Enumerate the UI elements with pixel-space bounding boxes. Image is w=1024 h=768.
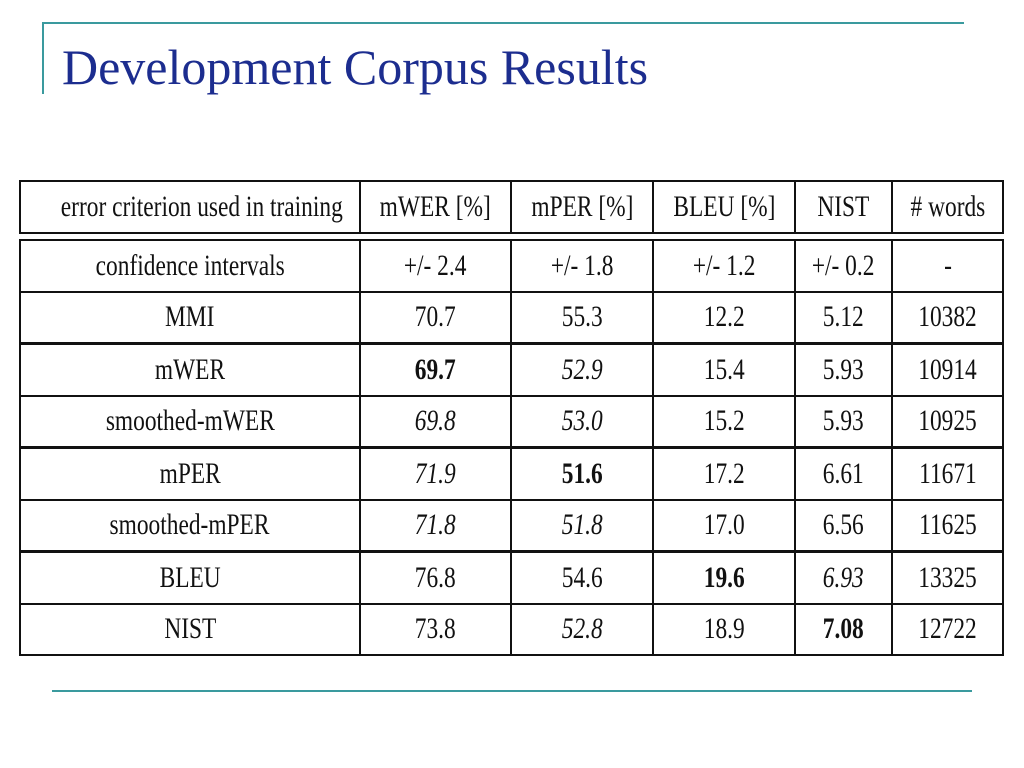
row-label-cell: mPER: [19, 446, 361, 501]
value-cell: +/- 0.2: [794, 239, 893, 293]
value-cell: 71.9: [359, 446, 512, 501]
value-cell: 17.0: [652, 498, 796, 553]
value-cell: 15.2: [652, 394, 796, 449]
value-cell: 15.4: [652, 342, 796, 397]
header-cell: NIST: [794, 180, 893, 234]
value-cell: 7.08: [794, 602, 893, 656]
value-cell: +/- 1.2: [652, 239, 796, 293]
table-row: mWER 69.7 52.9 15.4 5.93 10914: [19, 342, 1004, 397]
value-cell: 5.93: [794, 394, 893, 449]
top-rule: [42, 22, 964, 24]
table-row: NIST 73.8 52.8 18.9 7.08 12722: [19, 602, 1004, 656]
left-rule: [42, 22, 44, 94]
value-cell: 55.3: [510, 290, 654, 345]
value-cell: 73.8: [359, 602, 512, 656]
table-row: mPER 71.9 51.6 17.2 6.61 11671: [19, 446, 1004, 501]
value-cell: 5.93: [794, 342, 893, 397]
results-table-body: confidence intervals +/- 2.4 +/- 1.8 +/- 1.…: [19, 239, 1004, 656]
row-label-cell: confidence intervals: [19, 239, 361, 293]
value-cell: 17.2: [652, 446, 796, 501]
row-label-cell: smoothed-mWER: [19, 394, 361, 449]
row-label-cell: smoothed-mPER: [19, 498, 361, 553]
value-cell: 53.0: [510, 394, 654, 449]
value-cell: 19.6: [652, 550, 796, 605]
value-cell: +/- 2.4: [359, 239, 512, 293]
value-cell: 52.8: [510, 602, 654, 656]
value-cell: 18.9: [652, 602, 796, 656]
value-cell: 10914: [891, 342, 1004, 397]
value-cell: 11671: [891, 446, 1004, 501]
value-cell: 69.8: [359, 394, 512, 449]
results-table-header: error criterion used in training mWER [%…: [19, 180, 1004, 234]
table-row: smoothed-mWER 69.8 53.0 15.2 5.93 10925: [19, 394, 1004, 449]
header-cell: BLEU [%]: [652, 180, 796, 234]
bottom-rule: [52, 690, 972, 692]
header-cell: mWER [%]: [359, 180, 512, 234]
value-cell: 71.8: [359, 498, 512, 553]
value-cell: 51.8: [510, 498, 654, 553]
value-cell: 11625: [891, 498, 1004, 553]
row-label-cell: BLEU: [19, 550, 361, 605]
row-label-cell: MMI: [19, 290, 361, 345]
header-cell: error criterion used in training: [19, 180, 361, 234]
value-cell: 54.6: [510, 550, 654, 605]
value-cell: 6.56: [794, 498, 893, 553]
table-row: BLEU 76.8 54.6 19.6 6.93 13325: [19, 550, 1004, 605]
header-cell: mPER [%]: [510, 180, 654, 234]
row-label-cell: NIST: [19, 602, 361, 656]
value-cell: -: [891, 239, 1004, 293]
value-cell: 70.7: [359, 290, 512, 345]
header-row: error criterion used in training mWER [%…: [19, 180, 1004, 234]
value-cell: 13325: [891, 550, 1004, 605]
value-cell: 6.61: [794, 446, 893, 501]
header-cell: # words: [891, 180, 1004, 234]
value-cell: 5.12: [794, 290, 893, 345]
value-cell: +/- 1.8: [510, 239, 654, 293]
table-row: confidence intervals +/- 2.4 +/- 1.8 +/- 1.…: [19, 239, 1004, 293]
value-cell: 51.6: [510, 446, 654, 501]
slide-title: Development Corpus Results: [62, 39, 649, 95]
value-cell: 52.9: [510, 342, 654, 397]
value-cell: 10382: [891, 290, 1004, 345]
value-cell: 76.8: [359, 550, 512, 605]
value-cell: 12722: [891, 602, 1004, 656]
row-label-cell: mWER: [19, 342, 361, 397]
table-row: smoothed-mPER 71.8 51.8 17.0 6.56 11625: [19, 498, 1004, 553]
value-cell: 10925: [891, 394, 1004, 449]
table-row: MMI 70.7 55.3 12.2 5.12 10382: [19, 290, 1004, 345]
value-cell: 12.2: [652, 290, 796, 345]
value-cell: 6.93: [794, 550, 893, 605]
value-cell: 69.7: [359, 342, 512, 397]
